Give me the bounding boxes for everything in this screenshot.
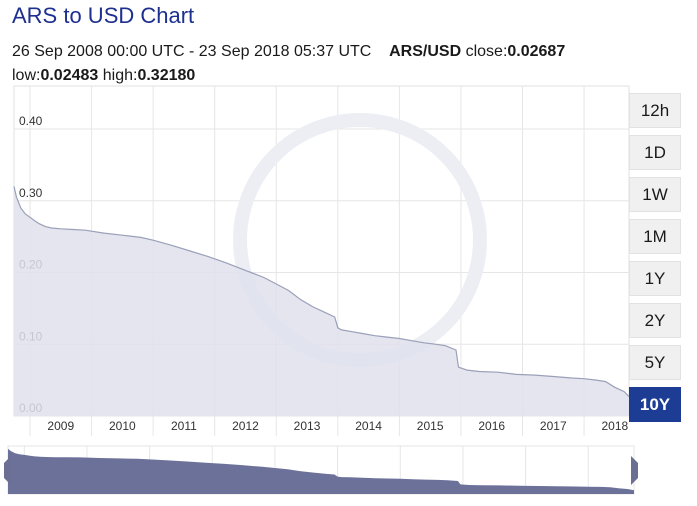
range-button-2y[interactable]: 2Y <box>629 303 681 338</box>
y-tick-label: 0.40 <box>19 114 43 128</box>
x-tick-label: 2013 <box>294 419 321 433</box>
close-label: close: <box>465 43 508 60</box>
x-tick-label: 2011 <box>171 419 197 433</box>
navigator-left-handle[interactable] <box>4 456 11 485</box>
range-button-5y[interactable]: 5Y <box>629 345 681 380</box>
low-value: 0.02483 <box>40 67 99 84</box>
currency-pair: ARS/USD <box>389 43 462 60</box>
range-button-1d[interactable]: 1D <box>629 135 681 170</box>
navigator-right-handle[interactable] <box>631 456 638 485</box>
high-value: 0.32180 <box>137 67 196 84</box>
range-selector: 12h 1D 1W 1M 1Y 2Y 5Y 10Y <box>629 93 681 429</box>
page-title: ARS to USD Chart <box>12 3 195 28</box>
x-tick-label: 2015 <box>417 419 444 433</box>
range-button-12h[interactable]: 12h <box>629 93 681 128</box>
x-tick-label: 2014 <box>355 419 382 433</box>
x-tick-label: 2017 <box>540 419 567 433</box>
range-button-10y[interactable]: 10Y <box>629 387 681 422</box>
x-axis-band <box>14 417 629 435</box>
x-tick-label: 2009 <box>47 419 74 433</box>
series-line <box>13 186 630 398</box>
range-button-1w[interactable]: 1W <box>629 177 681 212</box>
chart-period-line: 26 Sep 2008 00:00 UTC - 23 Sep 2018 05:3… <box>12 43 565 61</box>
date-range: 26 Sep 2008 00:00 UTC - 23 Sep 2018 05:3… <box>12 43 372 60</box>
x-tick-label: 2018 <box>601 419 628 433</box>
x-tick-label: 2012 <box>232 419 259 433</box>
y-tick-label: 0.30 <box>19 186 43 200</box>
x-tick-label: 2016 <box>478 419 505 433</box>
navigator-series-area <box>8 448 634 494</box>
x-tick-label: 2010 <box>109 419 136 433</box>
low-label: low: <box>12 67 41 84</box>
series-area <box>14 186 629 416</box>
chart-stats-line: low:0.02483 high:0.32180 <box>12 67 195 85</box>
close-value: 0.02687 <box>507 43 566 60</box>
range-button-1m[interactable]: 1M <box>629 219 681 254</box>
high-label: high: <box>102 67 138 84</box>
range-button-1y[interactable]: 1Y <box>629 261 681 296</box>
